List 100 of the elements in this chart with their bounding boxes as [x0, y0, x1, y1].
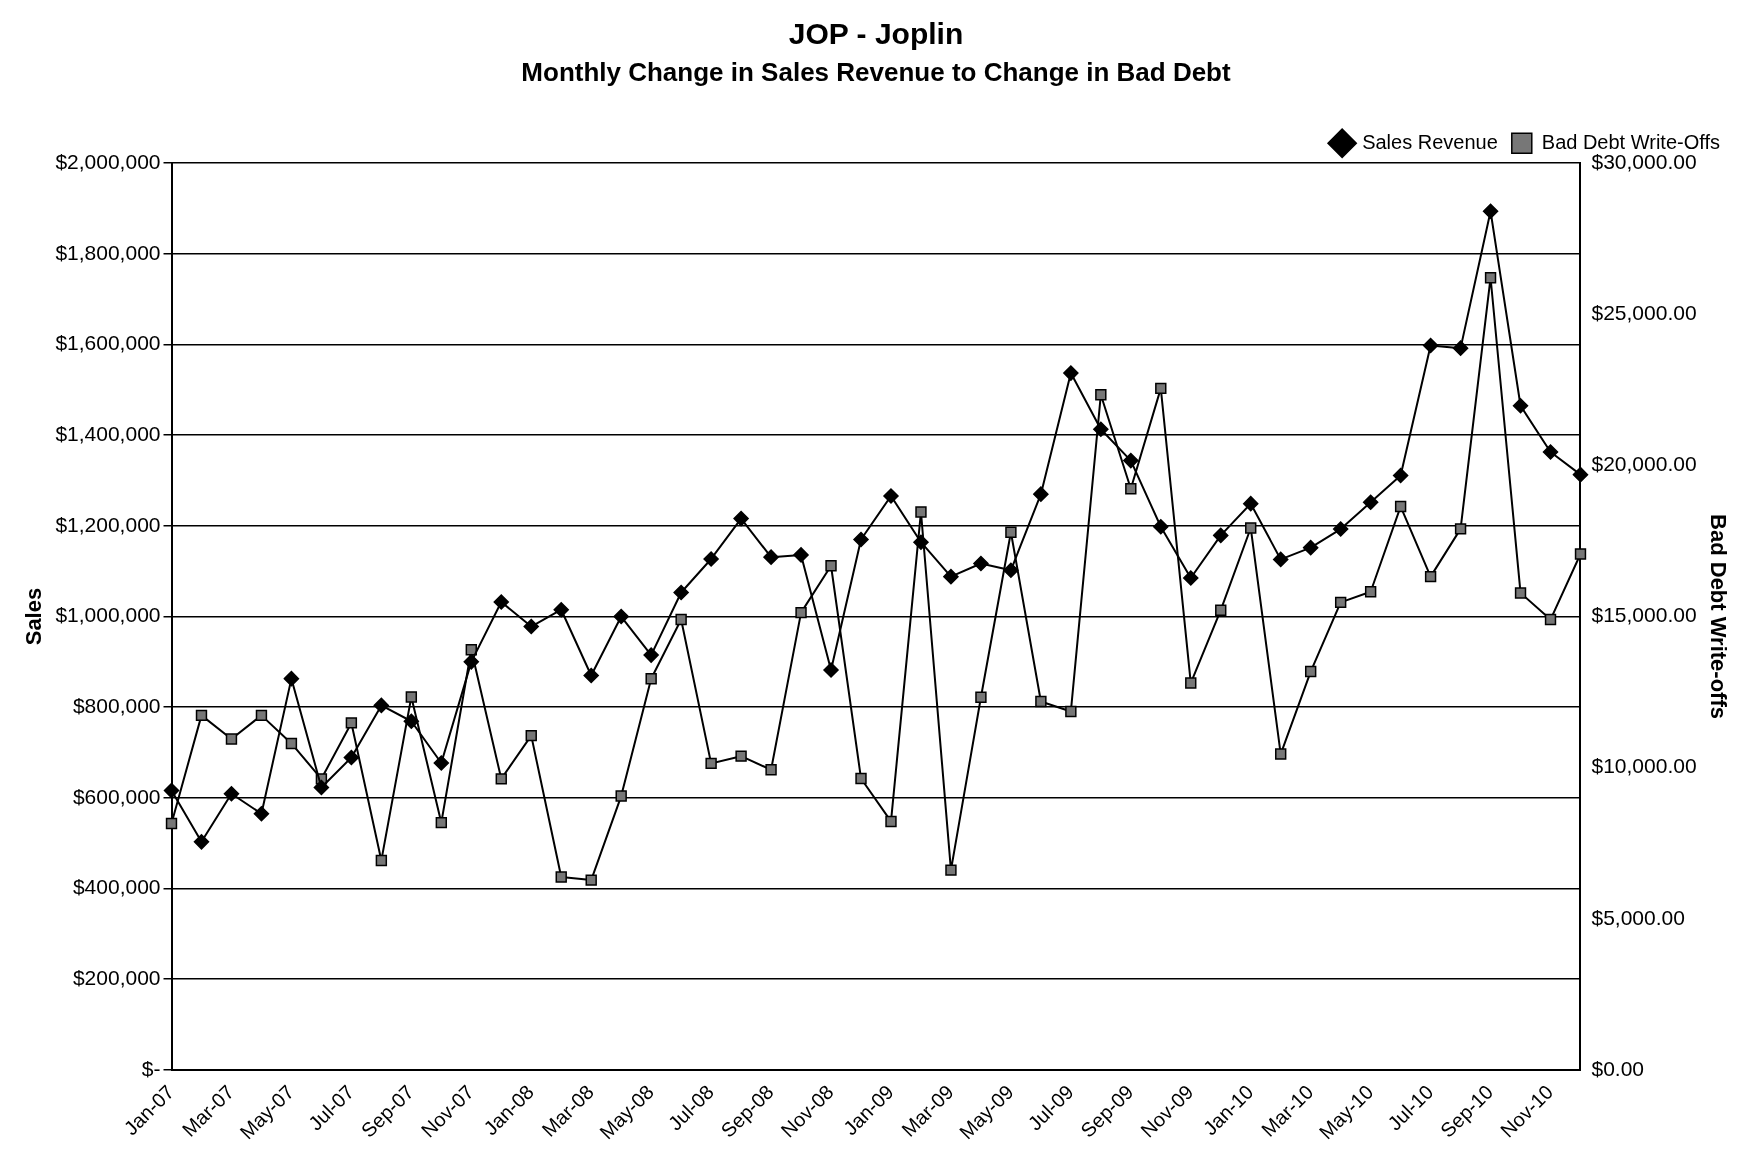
y-tick-label: $1,400,000 [55, 422, 161, 445]
point [1424, 570, 1437, 583]
point [555, 871, 567, 883]
point [1452, 340, 1469, 356]
y-tick-label: $2,000,000 [55, 150, 161, 173]
point [405, 691, 418, 703]
point [1304, 665, 1317, 678]
point [975, 691, 987, 703]
point [885, 815, 897, 828]
point [1574, 548, 1587, 560]
point [1272, 551, 1289, 568]
point [1512, 397, 1529, 414]
point [1125, 483, 1137, 495]
point [1302, 539, 1319, 556]
point [763, 549, 779, 565]
point [735, 750, 747, 762]
point [703, 551, 719, 567]
point [1275, 748, 1287, 760]
y2-axis-title: Bad Debt Write-offs [1705, 514, 1731, 720]
point [673, 584, 689, 601]
point [1422, 337, 1439, 354]
point [163, 782, 180, 799]
point [1123, 452, 1139, 469]
y2-tick-label: $30,000.00 [1591, 150, 1697, 173]
point [1155, 382, 1167, 395]
point [1394, 500, 1407, 513]
point [795, 606, 807, 619]
point [855, 772, 867, 785]
legend-label: Sales Revenue [1362, 130, 1498, 153]
point [375, 854, 388, 867]
point [793, 547, 809, 563]
point [1035, 695, 1047, 708]
point [1364, 586, 1377, 598]
point [1153, 519, 1169, 535]
point [1242, 495, 1259, 512]
point [643, 647, 659, 663]
y-tick-label: $200,000 [72, 966, 161, 989]
point [1482, 203, 1499, 219]
point [883, 488, 899, 504]
y2-tick-label: $5,000.00 [1591, 905, 1685, 929]
point [525, 729, 537, 742]
point [343, 749, 360, 766]
point [733, 510, 749, 527]
point [615, 790, 627, 802]
point [195, 709, 208, 722]
point [705, 757, 717, 770]
y2-tick-label: $20,000.00 [1591, 452, 1697, 476]
point [1063, 365, 1079, 381]
point [583, 667, 599, 684]
point [853, 531, 869, 548]
point [433, 755, 450, 771]
point [523, 618, 539, 635]
point [1005, 526, 1017, 538]
point [1514, 587, 1527, 599]
point [313, 779, 330, 796]
point [825, 560, 837, 572]
point [193, 834, 210, 850]
point [943, 568, 959, 585]
point [1185, 677, 1197, 689]
point [1542, 444, 1559, 460]
point [675, 613, 687, 626]
point [1484, 272, 1497, 284]
point [1215, 604, 1227, 616]
point [373, 697, 390, 714]
point [285, 737, 298, 750]
y-tick-label: $1,000,000 [55, 603, 161, 627]
point [913, 534, 929, 550]
point [435, 816, 448, 829]
point [225, 733, 238, 745]
y2-tick-label: $0.00 [1591, 1056, 1645, 1080]
y2-tick-label: $10,000.00 [1591, 754, 1697, 778]
point [1183, 570, 1199, 586]
point [1093, 421, 1109, 438]
legend-label: Bad Debt Write-Offs [1541, 130, 1721, 153]
point [253, 805, 270, 822]
chart-title: JOP - Joplin [788, 17, 964, 51]
point [645, 673, 657, 685]
y-tick-label: $1,800,000 [55, 240, 161, 264]
point [1033, 486, 1049, 502]
point [1003, 562, 1019, 579]
point [493, 594, 510, 610]
point [1544, 613, 1557, 626]
point [973, 555, 989, 572]
point [463, 654, 480, 670]
y2-tick-label: $15,000.00 [1591, 603, 1697, 627]
y2-tick-label: $25,000.00 [1591, 301, 1697, 325]
point [823, 662, 839, 678]
y-tick-label: $800,000 [72, 694, 161, 717]
point [1572, 466, 1589, 483]
point [553, 601, 569, 618]
point [165, 817, 178, 830]
y-tick-label: $600,000 [72, 784, 161, 808]
point [1334, 596, 1347, 609]
y-tick-label: $1,200,000 [55, 512, 161, 536]
y-tick-label: $400,000 [72, 875, 161, 899]
point [585, 874, 597, 886]
y-tick-label: $1,600,000 [55, 331, 161, 355]
point [223, 786, 240, 802]
point [255, 709, 268, 722]
point [403, 713, 420, 730]
